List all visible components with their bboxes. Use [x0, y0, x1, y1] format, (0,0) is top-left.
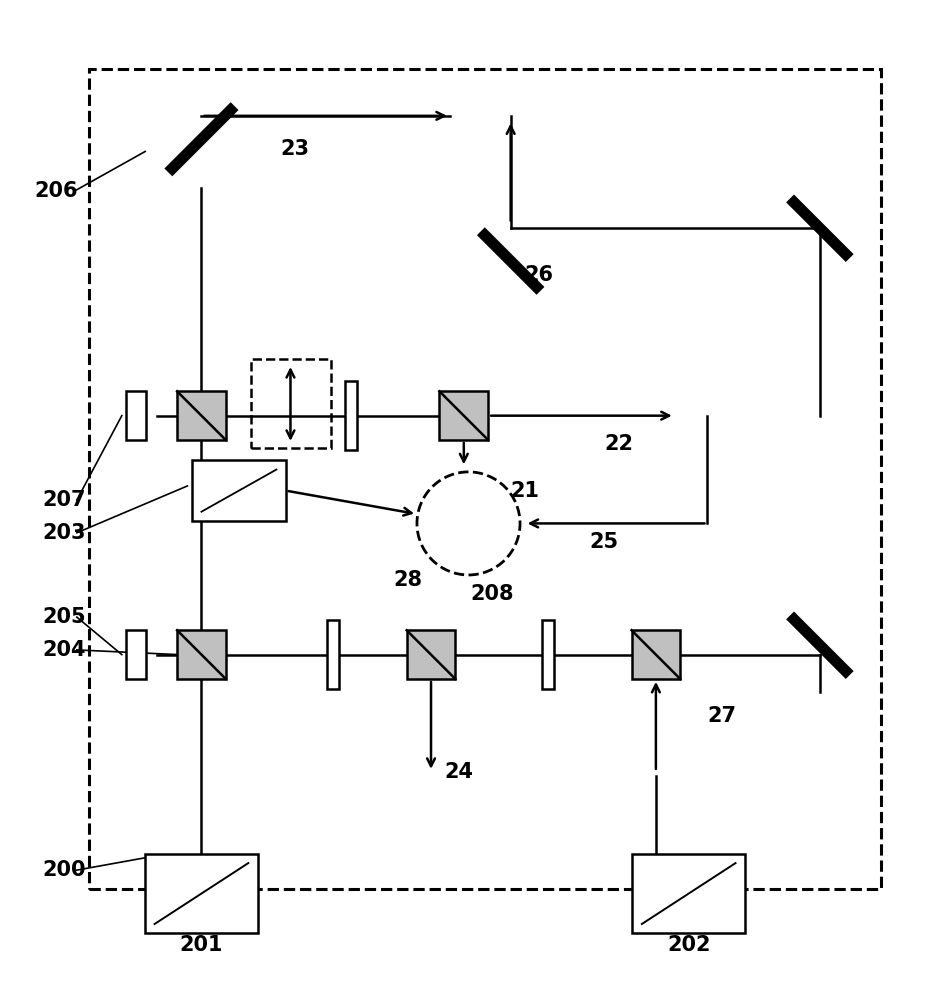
Text: 204: 204: [42, 640, 85, 660]
Bar: [439, 391, 488, 440]
Text: 28: 28: [393, 570, 421, 590]
Text: 206: 206: [35, 181, 78, 201]
Bar: [192, 460, 285, 521]
Bar: [632, 854, 744, 933]
Bar: [125, 391, 146, 440]
Text: 203: 203: [42, 523, 85, 543]
Text: 200: 200: [42, 860, 85, 880]
Bar: [177, 630, 226, 679]
Bar: [251, 359, 330, 448]
Text: 23: 23: [281, 139, 309, 159]
Text: 21: 21: [510, 481, 538, 501]
Text: 25: 25: [589, 532, 619, 552]
Text: 202: 202: [666, 935, 709, 955]
Text: 27: 27: [707, 706, 735, 726]
Text: 207: 207: [42, 490, 85, 510]
Text: 24: 24: [445, 762, 473, 782]
Bar: [631, 630, 680, 679]
Bar: [177, 391, 226, 440]
Text: 22: 22: [604, 434, 632, 454]
FancyBboxPatch shape: [89, 69, 880, 889]
Bar: [344, 381, 358, 450]
Text: 26: 26: [524, 265, 552, 285]
Bar: [125, 630, 146, 679]
Text: 208: 208: [470, 584, 513, 604]
Bar: [541, 620, 554, 689]
Bar: [406, 630, 455, 679]
Text: 205: 205: [42, 607, 85, 627]
Bar: [326, 620, 338, 689]
Text: 201: 201: [180, 935, 223, 955]
Bar: [145, 854, 257, 933]
